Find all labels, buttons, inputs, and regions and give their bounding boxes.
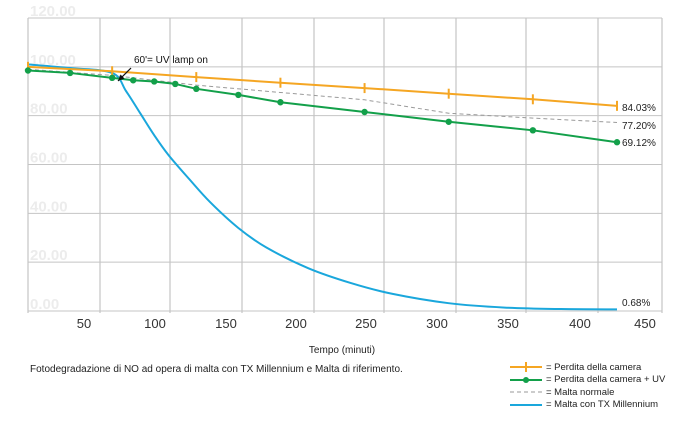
data-point [193, 85, 200, 93]
legend: = Perdita della camera = Perdita della ca… [508, 361, 678, 411]
data-point [108, 74, 116, 82]
series-line-2 [27, 68, 618, 124]
legend-item: = Malta normale [508, 386, 678, 399]
chart-caption: Fotodegradazione di NO ad opera di malta… [30, 364, 403, 375]
end-label: 0.68% [622, 298, 650, 309]
legend-item: = Malta con TX Millennium [508, 399, 678, 412]
legend-item: = Perdita della camera [508, 361, 678, 374]
markers-layer [24, 61, 621, 146]
legend-label: = Perdita della camera [546, 361, 642, 373]
data-point [445, 118, 452, 125]
x-tick-label: 150 [215, 316, 237, 331]
end-label: 84.03% [622, 103, 656, 114]
legend-marker [523, 376, 529, 383]
legend-label: = Malta normale [546, 386, 615, 398]
data-point [529, 127, 537, 134]
x-axis: 50 100 150 200 250 300 350 400 450 [77, 316, 656, 331]
data-point [235, 91, 242, 99]
data-point [277, 99, 284, 106]
y-tick-label: 60.00 [30, 150, 68, 167]
data-point [129, 77, 137, 84]
annotation-text: 60'= UV lamp on [134, 55, 208, 66]
series-line-3 [27, 63, 618, 311]
legend-label: = Perdita della camera + UV [546, 374, 666, 386]
legend-swatch [510, 403, 542, 406]
end-labels: 84.03% 69.12% 77.20% 0.68% [622, 103, 656, 309]
data-point [151, 78, 158, 85]
x-tick-label: 300 [426, 316, 448, 331]
data-point [24, 67, 32, 74]
y-tick-label: 40.00 [30, 198, 68, 215]
end-label: 69.12% [622, 138, 656, 149]
legend-label: = Malta con TX Millennium [546, 399, 659, 411]
legend-item: = Perdita della camera + UV [508, 374, 678, 387]
x-tick-label: 450 [634, 316, 656, 331]
data-point [361, 108, 368, 116]
y-tick-label: 0.00 [30, 296, 59, 313]
x-tick-label: 50 [77, 316, 91, 331]
x-tick-label: 100 [144, 316, 166, 331]
series-line-0 [27, 65, 618, 107]
y-tick-label: 80.00 [30, 101, 68, 118]
x-axis-title: Tempo (minuti) [309, 345, 375, 356]
legend-swatch [510, 376, 542, 383]
series-layer [27, 63, 618, 311]
data-point [172, 80, 179, 88]
series-line-1 [27, 69, 618, 144]
data-point [613, 139, 621, 146]
end-label: 77.20% [622, 121, 656, 132]
annotation: 60'= UV lamp on [117, 55, 208, 82]
legend-swatch [510, 362, 542, 373]
y-tick-label: 120.00 [30, 3, 76, 20]
x-tick-label: 250 [355, 316, 377, 331]
legend-swatch [510, 391, 542, 393]
x-tick-label: 350 [497, 316, 519, 331]
data-point [66, 69, 74, 77]
y-tick-label: 20.00 [30, 247, 68, 264]
x-tick-label: 200 [285, 316, 307, 331]
annotation-arrowhead [118, 74, 125, 81]
x-tick-label: 400 [569, 316, 591, 331]
grid [27, 17, 663, 313]
